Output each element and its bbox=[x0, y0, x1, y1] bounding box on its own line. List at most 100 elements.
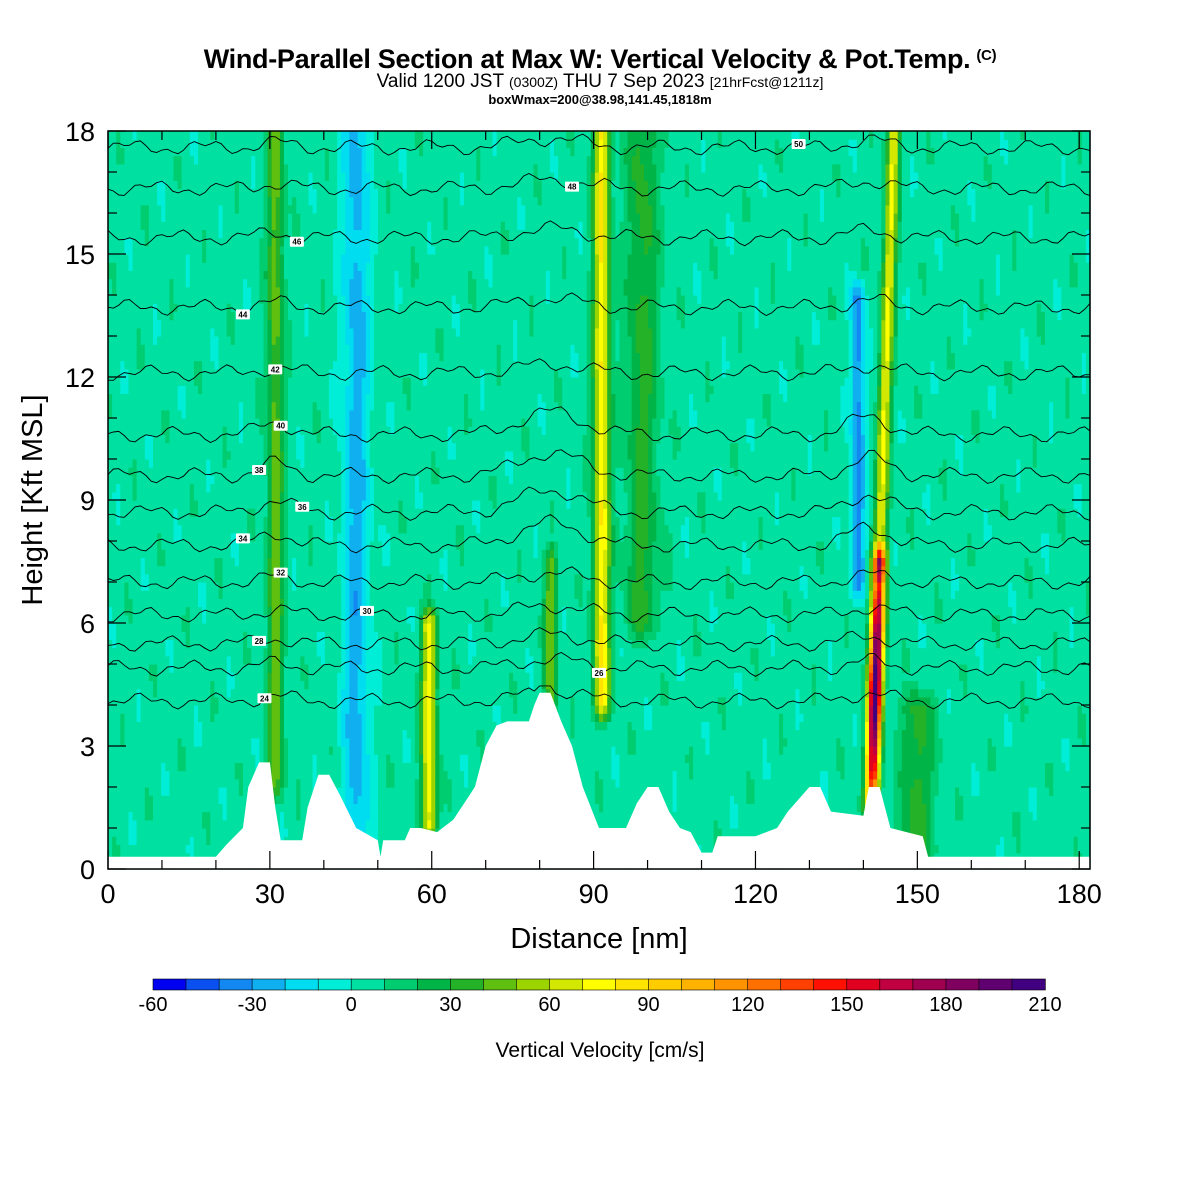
field-cell bbox=[627, 434, 637, 444]
field-cell bbox=[230, 549, 240, 558]
field-cell bbox=[345, 590, 350, 599]
field-cell bbox=[525, 664, 535, 673]
field-cell bbox=[697, 623, 711, 632]
field-cell bbox=[1081, 385, 1087, 394]
field-cell bbox=[791, 491, 796, 501]
field-cell bbox=[328, 368, 350, 378]
field-cell bbox=[423, 647, 428, 657]
field-cell bbox=[451, 303, 461, 312]
field-cell bbox=[263, 450, 269, 460]
field-cell bbox=[529, 327, 535, 337]
field-cell bbox=[779, 508, 850, 517]
field-cell bbox=[288, 491, 342, 501]
field-cell bbox=[1004, 844, 1017, 854]
field-cell bbox=[316, 762, 342, 772]
field-cell bbox=[889, 664, 903, 673]
field-cell bbox=[590, 344, 596, 353]
field-cell bbox=[419, 746, 424, 755]
field-cell bbox=[1036, 688, 1042, 698]
field-cell bbox=[108, 327, 138, 337]
field-cell bbox=[918, 270, 927, 280]
field-cell bbox=[128, 385, 179, 394]
field-cell bbox=[533, 303, 588, 312]
field-cell bbox=[345, 664, 350, 673]
field-cell bbox=[116, 278, 170, 288]
field-cell bbox=[627, 573, 637, 583]
field-cell bbox=[648, 311, 657, 321]
field-cell bbox=[811, 336, 821, 345]
field-cell bbox=[108, 237, 125, 247]
field-cell bbox=[414, 746, 420, 755]
field-cell bbox=[877, 770, 882, 780]
field-cell bbox=[611, 762, 621, 772]
field-cell bbox=[594, 368, 600, 378]
field-cell bbox=[288, 770, 314, 780]
field-cell bbox=[185, 631, 191, 640]
field-cell bbox=[709, 590, 715, 599]
field-cell bbox=[279, 508, 285, 517]
field-cell bbox=[971, 532, 985, 542]
field-cell bbox=[865, 664, 870, 673]
field-cell bbox=[562, 262, 567, 271]
field-cell bbox=[341, 655, 346, 665]
field-cell bbox=[893, 418, 899, 427]
field-cell bbox=[341, 721, 346, 731]
field-cell bbox=[288, 475, 342, 485]
field-cell bbox=[807, 582, 850, 591]
field-cell bbox=[955, 803, 964, 813]
field-cell bbox=[635, 491, 649, 501]
field-cell bbox=[611, 434, 629, 444]
field-cell bbox=[701, 524, 706, 534]
field-cell bbox=[1049, 565, 1091, 575]
field-cell bbox=[615, 532, 621, 542]
field-cell bbox=[631, 590, 649, 599]
field-cell bbox=[889, 598, 936, 608]
field-cell bbox=[607, 606, 612, 616]
field-cell bbox=[435, 245, 485, 255]
field-cell bbox=[946, 475, 1017, 485]
field-cell bbox=[738, 344, 743, 353]
field-cell bbox=[979, 664, 985, 673]
field-cell bbox=[304, 303, 310, 312]
field-cell bbox=[283, 631, 289, 640]
field-cell bbox=[635, 524, 649, 534]
field-cell bbox=[345, 516, 355, 526]
field-cell bbox=[844, 270, 858, 280]
field-cell bbox=[848, 450, 854, 460]
field-cell bbox=[1069, 393, 1091, 403]
field-cell bbox=[869, 532, 874, 542]
field-cell bbox=[279, 729, 285, 739]
field-cell bbox=[222, 426, 228, 435]
field-cell bbox=[869, 418, 874, 427]
field-cell bbox=[267, 754, 273, 763]
field-cell bbox=[590, 311, 596, 321]
field-cell bbox=[762, 770, 772, 780]
field-cell bbox=[554, 549, 559, 558]
field-cell bbox=[288, 278, 322, 288]
field-cell bbox=[955, 557, 968, 567]
field-cell bbox=[1024, 327, 1038, 337]
field-cell bbox=[1012, 606, 1017, 616]
field-cell bbox=[603, 295, 608, 304]
field-cell bbox=[603, 598, 608, 608]
field-cell bbox=[116, 270, 187, 280]
field-cell bbox=[283, 352, 293, 362]
field-cell bbox=[603, 434, 608, 444]
field-cell bbox=[365, 508, 375, 517]
field-cell bbox=[283, 508, 289, 517]
field-cell bbox=[885, 762, 895, 772]
field-cell bbox=[279, 254, 285, 263]
field-cell bbox=[378, 762, 387, 772]
field-cell bbox=[652, 385, 657, 394]
field-cell bbox=[500, 352, 514, 362]
field-cell bbox=[590, 254, 596, 263]
field-cell bbox=[259, 254, 269, 263]
field-cell bbox=[648, 418, 653, 427]
field-cell bbox=[599, 606, 604, 616]
field-cell bbox=[603, 557, 608, 567]
field-cell bbox=[1073, 623, 1091, 632]
field-cell bbox=[230, 688, 265, 698]
field-cell bbox=[934, 737, 944, 747]
field-cell bbox=[447, 582, 502, 591]
field-cell bbox=[869, 401, 874, 411]
